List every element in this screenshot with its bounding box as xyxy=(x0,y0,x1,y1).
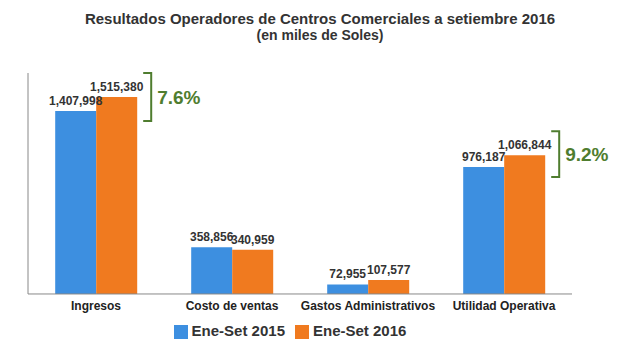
svg-text:Gastos Administrativos: Gastos Administrativos xyxy=(301,299,436,313)
svg-text:1,407,998: 1,407,998 xyxy=(49,94,103,108)
svg-text:107,577: 107,577 xyxy=(367,263,411,277)
svg-text:Ingresos: Ingresos xyxy=(71,299,121,313)
svg-text:72,955: 72,955 xyxy=(329,267,366,281)
svg-text:1,066,844: 1,066,844 xyxy=(498,138,552,152)
html-text:Ene-Set 2016: Ene-Set 2016 xyxy=(313,322,407,339)
svg-text:9.2%: 9.2% xyxy=(565,144,608,165)
html-text:Ene-Set 2015: Ene-Set 2015 xyxy=(191,322,285,339)
svg-text:Utilidad Operativa: Utilidad Operativa xyxy=(453,299,556,313)
svg-text:7.6%: 7.6% xyxy=(157,87,200,108)
svg-text:358,856: 358,856 xyxy=(190,230,234,244)
html-text:Resultados Operadores de Centr: Resultados Operadores de Centros Comerci… xyxy=(84,10,556,27)
svg-text:340,959: 340,959 xyxy=(231,233,275,247)
svg-text:1,515,380: 1,515,380 xyxy=(90,80,144,94)
svg-text:976,187: 976,187 xyxy=(462,150,506,165)
svg-text:Costo de ventas: Costo de ventas xyxy=(186,299,279,313)
html-text:(en miles de Soles): (en miles de Soles) xyxy=(256,27,384,43)
